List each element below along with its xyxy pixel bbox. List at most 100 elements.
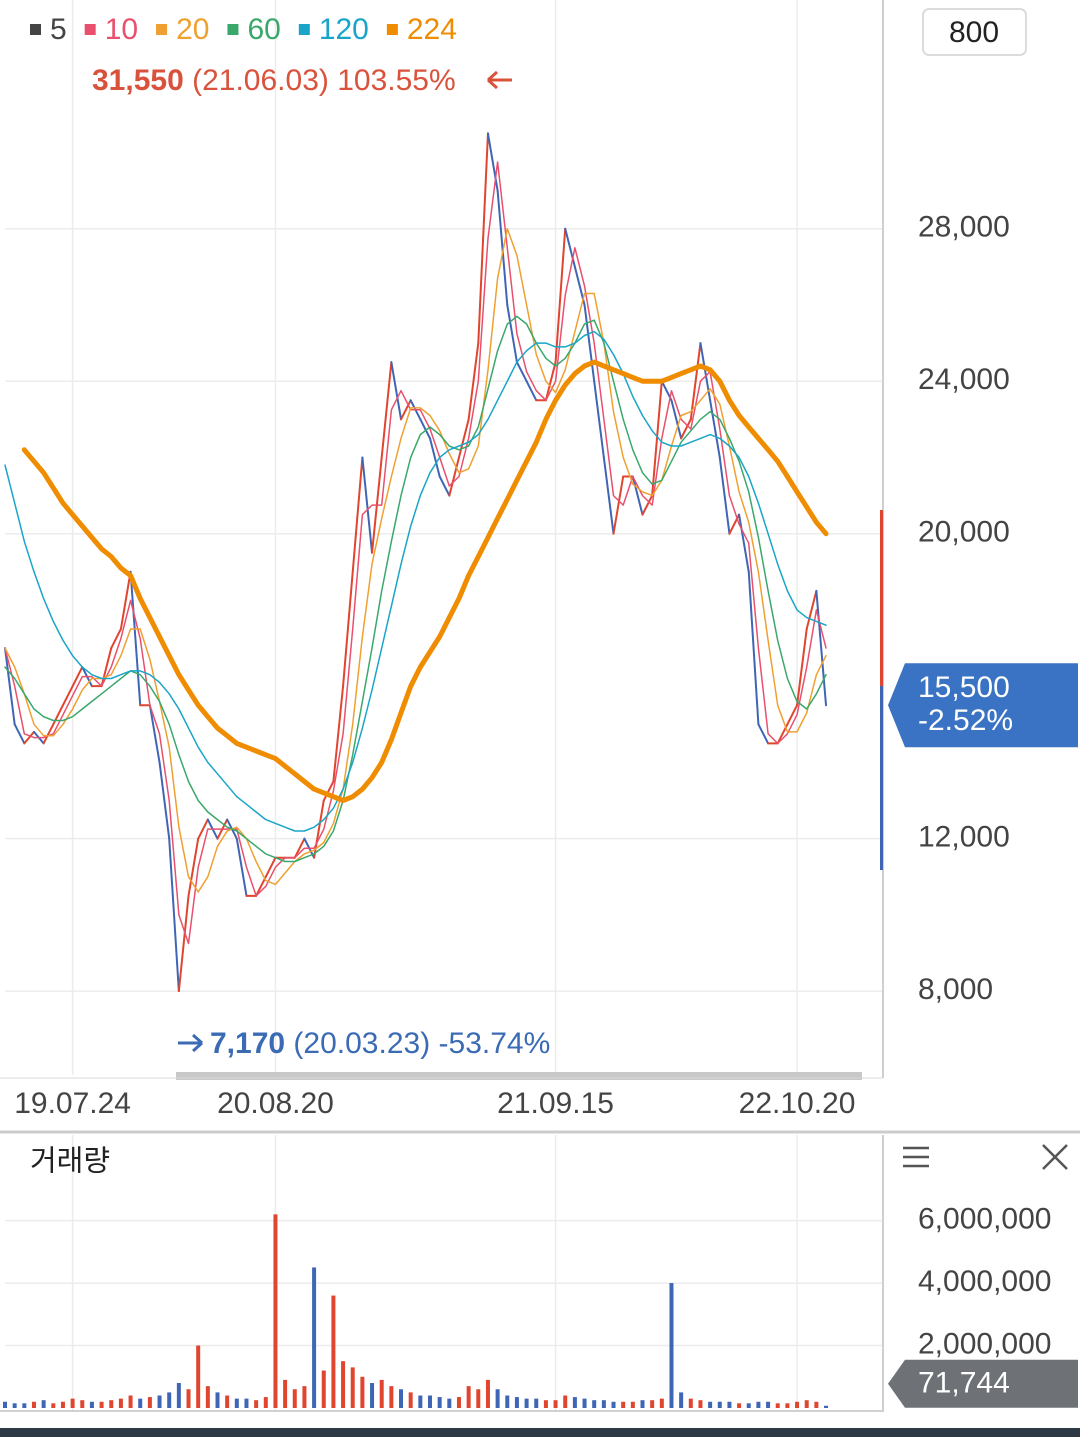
volume-bar <box>370 1383 375 1408</box>
volume-bar <box>167 1392 172 1408</box>
legend-swatch <box>227 24 239 35</box>
volume-bar <box>263 1397 268 1408</box>
price-segment <box>506 303 518 364</box>
ma-line <box>4 227 827 893</box>
volume-bar <box>640 1400 645 1408</box>
y-tick-label: 12,000 <box>918 821 1010 854</box>
price-segment <box>438 475 451 497</box>
low-annotation: 7,170 (20.03.23) -53.74% <box>210 1027 550 1060</box>
high-annotation: 31,550 (21.06.03) 103.55% <box>92 64 456 97</box>
volume-bar <box>717 1401 722 1408</box>
volume-bar <box>601 1400 606 1408</box>
price-segment <box>23 730 35 745</box>
volume-bar <box>630 1401 635 1408</box>
volume-bar <box>785 1403 790 1408</box>
low-price: 7,170 <box>210 1027 285 1060</box>
price-segment <box>786 704 799 726</box>
price-segment <box>670 399 683 440</box>
current-volume-tag <box>888 1359 1078 1408</box>
volume-bar <box>12 1403 17 1408</box>
volume-bar <box>514 1397 519 1408</box>
volume-bar <box>22 1403 27 1408</box>
price-segment <box>322 780 335 802</box>
price-segment <box>100 647 113 688</box>
price-segment <box>42 723 55 745</box>
volume-bar <box>360 1376 365 1408</box>
legend-swatch <box>156 24 168 35</box>
volume-bar <box>254 1400 259 1408</box>
current-price: 15,500 <box>918 671 1010 704</box>
y-tick-label: 8,000 <box>918 973 993 1006</box>
volume-bar <box>582 1398 587 1408</box>
price-segment <box>738 513 750 573</box>
volume-bar <box>727 1401 732 1408</box>
ma-line <box>4 315 827 863</box>
price-segment <box>351 456 364 573</box>
volume-bar <box>379 1379 384 1408</box>
volume-bar <box>524 1398 529 1408</box>
price-segment <box>400 399 412 421</box>
volume-bar <box>476 1389 481 1408</box>
volume-bar <box>814 1401 819 1408</box>
volume-bar <box>80 1400 85 1408</box>
price-segment <box>477 132 489 345</box>
volume-bar <box>669 1283 674 1408</box>
range-button[interactable] <box>922 8 1027 56</box>
volume-bar <box>408 1392 413 1408</box>
x-tick-label: 22.10.20 <box>739 1087 856 1120</box>
volume-bar <box>341 1361 346 1408</box>
volume-bar <box>466 1386 471 1408</box>
price-segment <box>148 704 161 764</box>
price-segment <box>457 418 470 459</box>
legend-label: 60 <box>247 13 280 46</box>
volume-bar <box>109 1400 114 1408</box>
current-change: -2.52% <box>918 704 1013 737</box>
day-range-up <box>880 510 883 686</box>
volume-bar <box>205 1386 210 1408</box>
range-button-label[interactable]: 800 <box>949 16 999 49</box>
volume-bar <box>775 1403 780 1408</box>
volume-bar <box>679 1392 684 1408</box>
price-segment <box>197 818 209 840</box>
volume-bar <box>51 1403 56 1408</box>
price-segment <box>515 361 528 383</box>
volume-bar <box>572 1397 577 1408</box>
current-volume: 71,744 <box>918 1367 1010 1400</box>
menu-icon[interactable] <box>903 1146 929 1168</box>
price-segment <box>419 418 431 440</box>
y-tick-label: 28,000 <box>918 211 1010 244</box>
legend-swatch <box>386 24 398 35</box>
close-icon[interactable] <box>1042 1144 1068 1170</box>
tag-layer: 15,500-2.52% 71,744 <box>888 663 1078 1408</box>
scrollbar[interactable] <box>176 1072 862 1080</box>
volume-bar <box>292 1389 297 1408</box>
volume-bar <box>543 1400 548 1408</box>
price-segment <box>805 589 818 630</box>
legend-label: 20 <box>176 13 209 46</box>
price-segment <box>709 399 721 459</box>
price-segment <box>4 647 16 726</box>
price-segment <box>110 627 122 650</box>
volume-bar <box>746 1403 751 1408</box>
volume-bar <box>99 1401 104 1408</box>
volume-bar <box>534 1398 539 1408</box>
price-segment <box>689 342 702 421</box>
volume-bar <box>70 1398 75 1408</box>
day-range-down <box>880 686 883 870</box>
bottom-bar <box>0 1428 1080 1437</box>
price-segment <box>342 570 354 688</box>
price-segment <box>612 475 625 535</box>
volume-bar <box>795 1401 800 1408</box>
volume-bar <box>688 1398 693 1408</box>
price-segment <box>13 723 26 745</box>
price-segment <box>747 570 760 726</box>
price-segment <box>554 227 567 364</box>
volume-bar <box>399 1389 404 1408</box>
volume-bar <box>244 1398 249 1408</box>
price-segment <box>332 685 345 783</box>
y-tick-label: 6,000,000 <box>918 1203 1051 1236</box>
low-date: (20.03.23) <box>293 1027 430 1060</box>
price-segment <box>583 303 596 383</box>
volume-bar <box>621 1401 626 1408</box>
